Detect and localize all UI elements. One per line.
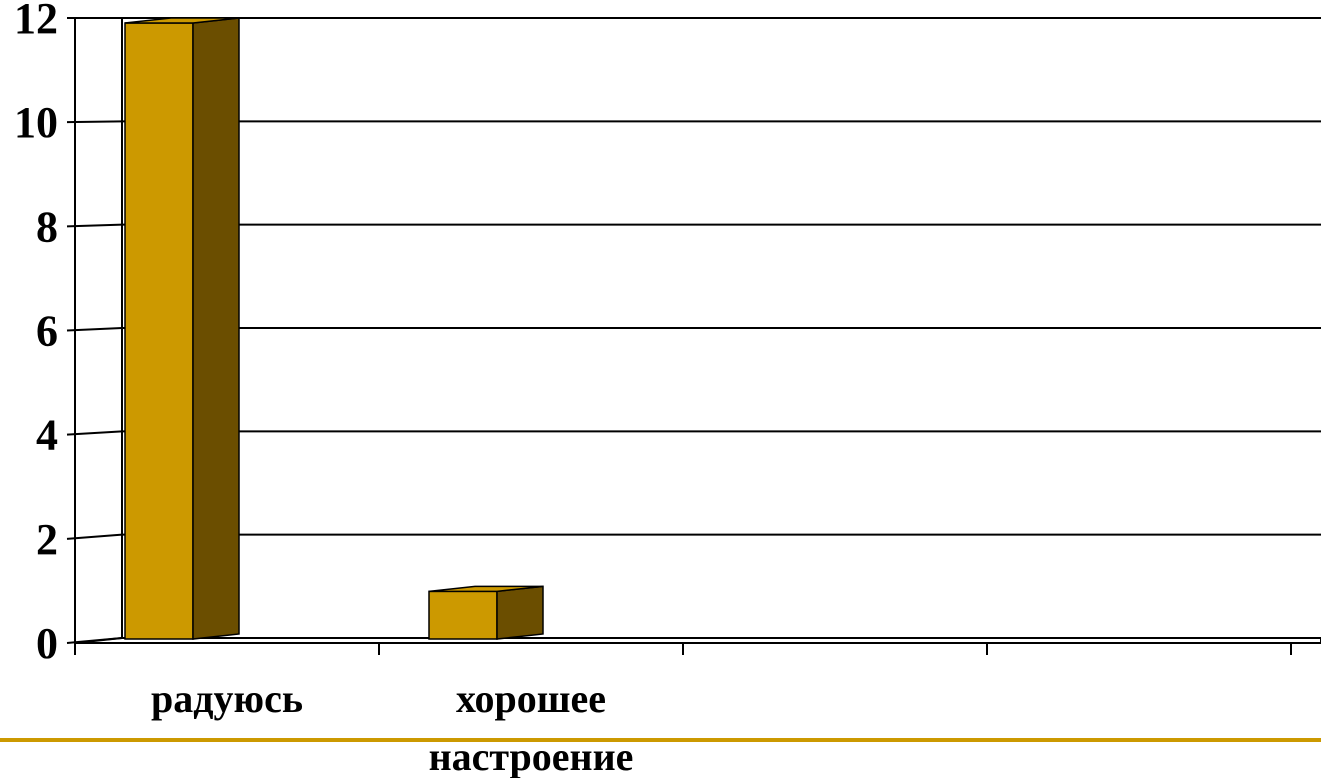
y-tick-mark [66,327,123,332]
y-tick-label: 6 [36,307,58,356]
y-tick-label: 12 [14,0,58,43]
y-tick-mark [66,120,123,124]
bar-front-face [428,590,498,640]
bar-top-face [124,17,240,24]
y-tick-label: 2 [36,515,58,564]
bar-front-face [124,22,194,640]
bar [124,17,240,640]
chart-bars [124,17,544,640]
bar-side-face [192,17,240,640]
y-tick-mark [66,533,123,540]
bar-side-face [496,585,544,640]
y-tick-label: 4 [36,411,58,460]
y-tick-label: 0 [36,619,58,668]
y-tick-label: 10 [14,98,58,147]
x-category-label: радуюсь [151,676,303,721]
y-tick-mark [66,430,123,436]
chart-axes [66,17,1321,655]
bar [428,585,544,640]
x-category-label: хорошее [456,676,606,721]
y-tick-label: 8 [36,202,58,251]
bar-top-face [428,585,544,593]
y-tick-mark [66,223,123,228]
